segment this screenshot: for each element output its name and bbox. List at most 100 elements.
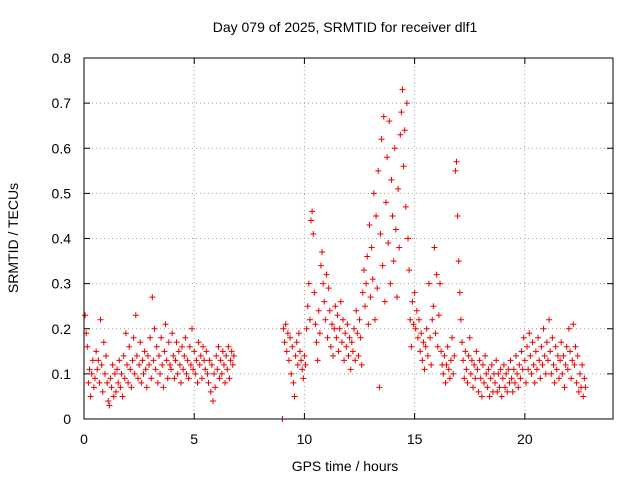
data-point — [422, 343, 429, 350]
data-point — [99, 388, 106, 395]
data-point — [576, 370, 583, 377]
data-point — [169, 330, 176, 337]
data-point — [410, 321, 417, 328]
data-point — [402, 203, 409, 210]
data-point — [184, 357, 191, 364]
data-point — [449, 334, 456, 341]
data-point — [406, 267, 413, 274]
data-point — [392, 226, 399, 233]
data-point — [519, 366, 526, 373]
data-point — [311, 289, 318, 296]
data-point — [106, 402, 113, 409]
data-point — [123, 361, 130, 368]
data-point — [185, 375, 192, 382]
data-point — [288, 370, 295, 377]
data-point — [397, 131, 404, 138]
data-point — [176, 361, 183, 368]
data-point — [143, 384, 150, 391]
data-point — [413, 307, 420, 314]
data-point — [300, 375, 307, 382]
data-point — [549, 334, 556, 341]
data-point — [441, 352, 448, 359]
data-point — [508, 375, 515, 382]
data-point — [290, 379, 297, 386]
y-tick-label: 0 — [63, 411, 71, 427]
data-point — [516, 361, 523, 368]
data-point — [370, 190, 377, 197]
data-point — [551, 379, 558, 386]
data-point — [129, 357, 136, 364]
data-point — [482, 352, 489, 359]
data-point — [115, 379, 122, 386]
data-point — [360, 267, 367, 274]
data-point — [187, 361, 194, 368]
x-axis-label: GPS time / hours — [292, 458, 399, 474]
data-point — [514, 370, 521, 377]
data-point — [343, 343, 350, 350]
data-point — [309, 208, 316, 215]
data-point — [386, 118, 393, 125]
data-point — [287, 334, 294, 341]
data-point — [291, 393, 298, 400]
data-point — [532, 348, 539, 355]
data-point — [526, 330, 533, 337]
data-point — [217, 357, 224, 364]
data-point — [538, 343, 545, 350]
data-point — [470, 384, 477, 391]
data-point — [180, 366, 187, 373]
data-point — [554, 352, 561, 359]
data-point — [189, 325, 196, 332]
data-point — [146, 361, 153, 368]
data-point — [172, 357, 179, 364]
data-point — [314, 357, 321, 364]
data-point — [446, 375, 453, 382]
data-point — [93, 348, 100, 355]
data-point — [223, 352, 230, 359]
data-point — [529, 339, 536, 346]
data-point — [127, 366, 134, 373]
data-point — [197, 352, 204, 359]
data-point — [452, 167, 459, 174]
data-point — [581, 375, 588, 382]
data-point — [475, 388, 482, 395]
data-point — [345, 352, 352, 359]
data-point — [112, 388, 119, 395]
chart-title: Day 079 of 2025, SRMTID for receiver dlf… — [213, 19, 478, 35]
data-point — [434, 343, 441, 350]
data-point — [294, 361, 301, 368]
data-point — [144, 352, 151, 359]
data-point — [359, 289, 366, 296]
data-point — [444, 343, 451, 350]
data-point — [125, 379, 132, 386]
data-point — [203, 348, 210, 355]
data-point — [401, 127, 408, 134]
data-point — [477, 375, 484, 382]
data-point — [364, 253, 371, 260]
data-point — [354, 330, 361, 337]
data-point — [346, 334, 353, 341]
data-point — [506, 379, 513, 386]
data-point — [541, 352, 548, 359]
x-tick-label: 20 — [517, 431, 533, 447]
data-point — [483, 370, 490, 377]
data-point — [94, 366, 101, 373]
data-point — [468, 357, 475, 364]
data-point — [540, 325, 547, 332]
data-point — [487, 375, 494, 382]
data-point — [433, 271, 440, 278]
data-point — [533, 366, 540, 373]
data-point — [486, 393, 493, 400]
data-point — [225, 343, 232, 350]
data-point — [548, 370, 555, 377]
plot-frame — [83, 57, 614, 420]
data-point — [465, 352, 472, 359]
data-point — [494, 388, 501, 395]
data-point — [149, 294, 156, 301]
data-point — [412, 325, 419, 332]
data-point — [283, 348, 290, 355]
data-point — [138, 379, 145, 386]
data-point — [565, 325, 572, 332]
data-point — [505, 366, 512, 373]
data-point — [440, 370, 447, 377]
data-point — [445, 366, 452, 373]
